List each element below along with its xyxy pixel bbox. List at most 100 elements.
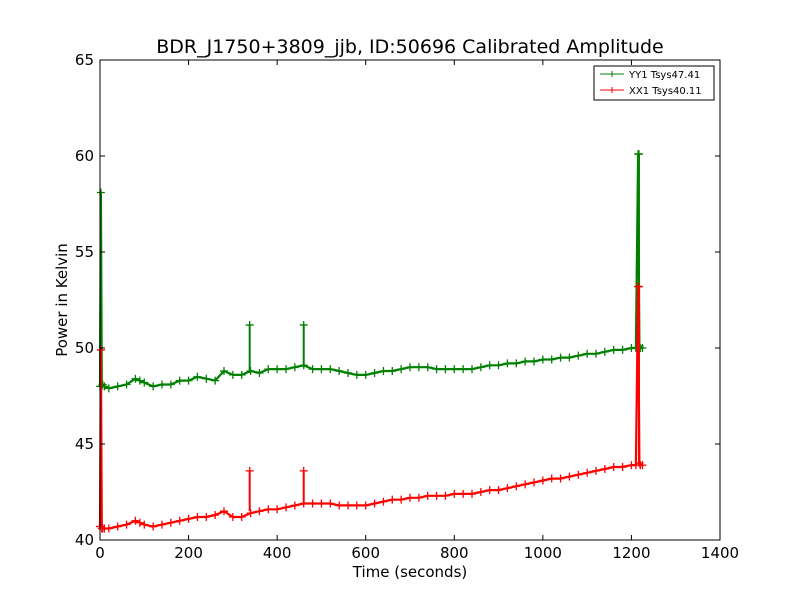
data-point-xx1-42 bbox=[423, 491, 432, 500]
data-point-yy1-1 bbox=[96, 188, 105, 197]
data-point-xx1-38 bbox=[388, 495, 397, 504]
y-tick-label-65: 65 bbox=[75, 51, 94, 69]
legend-marker-yy1 bbox=[609, 71, 615, 77]
data-point-xx1-18 bbox=[211, 511, 220, 520]
data-point-xx1-45 bbox=[450, 489, 459, 498]
spike-marker-yy1-0 bbox=[245, 320, 254, 329]
data-point-xx1-58 bbox=[565, 472, 574, 481]
data-point-yy1-42 bbox=[423, 363, 432, 372]
plot-series-layer bbox=[96, 150, 647, 533]
data-point-yy1-48 bbox=[476, 363, 485, 372]
data-point-xx1-19 bbox=[220, 507, 228, 516]
data-point-xx1-64 bbox=[618, 463, 627, 472]
data-point-xx1-59 bbox=[574, 470, 583, 479]
x-tick-label-200: 200 bbox=[174, 544, 203, 562]
x-tick-label-600: 600 bbox=[351, 544, 380, 562]
x-tick-label-1400: 1400 bbox=[701, 544, 739, 562]
y-tick-label-55: 55 bbox=[75, 243, 94, 261]
data-point-xx1-5 bbox=[104, 524, 113, 533]
data-point-xx1-44 bbox=[441, 491, 450, 500]
data-point-xx1-63 bbox=[609, 463, 618, 472]
data-point-xx1-56 bbox=[547, 474, 556, 483]
legend-entry-yy1: YY1 Tsys47.41 bbox=[600, 70, 700, 81]
data-point-yy1-34 bbox=[352, 370, 361, 379]
data-point-yy1-53 bbox=[521, 357, 530, 366]
data-point-yy1-62 bbox=[600, 347, 609, 356]
data-point-xx1-57 bbox=[556, 474, 565, 483]
data-point-yy1-43 bbox=[432, 365, 441, 374]
y-axis-label: Power in Kelvin bbox=[53, 243, 71, 357]
data-point-xx1-41 bbox=[414, 493, 423, 502]
data-point-xx1-31 bbox=[326, 499, 335, 508]
x-tick-label-400: 400 bbox=[263, 544, 292, 562]
data-point-yy1-35 bbox=[361, 370, 370, 379]
data-point-xx1-46 bbox=[459, 489, 468, 498]
data-point-yy1-29 bbox=[308, 365, 317, 374]
data-point-yy1-12 bbox=[158, 380, 166, 389]
data-point-xx1-40 bbox=[406, 493, 414, 502]
data-point-yy1-58 bbox=[565, 353, 574, 362]
data-point-xx1-37 bbox=[379, 497, 388, 506]
y-tick-label-40: 40 bbox=[75, 531, 94, 549]
spike-marker-xx1-3 bbox=[245, 466, 254, 475]
data-point-yy1-49 bbox=[485, 361, 494, 370]
data-point-yy1-32 bbox=[335, 367, 344, 376]
y-tick-label-60: 60 bbox=[75, 147, 94, 165]
data-point-xx1-39 bbox=[397, 495, 406, 504]
data-point-xx1-20 bbox=[228, 512, 237, 521]
data-point-xx1-8 bbox=[131, 516, 140, 525]
data-point-xx1-13 bbox=[166, 518, 175, 527]
data-point-xx1-53 bbox=[521, 480, 530, 489]
data-point-xx1-51 bbox=[503, 484, 512, 493]
data-point-xx1-47 bbox=[468, 489, 476, 498]
data-point-yy1-27 bbox=[290, 363, 299, 372]
data-point-yy1-17 bbox=[202, 374, 211, 383]
data-point-xx1-9 bbox=[135, 518, 144, 527]
data-point-yy1-47 bbox=[468, 365, 476, 374]
data-point-xx1-54 bbox=[530, 478, 538, 487]
data-point-yy1-50 bbox=[494, 361, 503, 370]
data-point-yy1-24 bbox=[264, 365, 273, 374]
data-point-yy1-26 bbox=[282, 365, 290, 374]
data-point-xx1-12 bbox=[158, 520, 166, 529]
data-point-xx1-1 bbox=[96, 345, 105, 354]
legend-entry-xx1: XX1 Tsys40.11 bbox=[600, 86, 702, 97]
axis-ticks-layer: 0 200 400 600 800 1000 1200 1400 40 45 50 55 60 65 bbox=[75, 51, 739, 562]
data-point-yy1-55 bbox=[538, 355, 547, 364]
data-point-xx1-6 bbox=[113, 522, 122, 531]
data-point-xx1-48 bbox=[476, 488, 485, 496]
data-point-yy1-45 bbox=[450, 365, 459, 374]
spike-marker-xx1-5 bbox=[634, 282, 643, 291]
data-point-yy1-8 bbox=[131, 374, 140, 383]
data-point-xx1-11 bbox=[149, 522, 158, 531]
data-point-yy1-57 bbox=[556, 353, 565, 362]
spike-marker-yy1-1 bbox=[299, 320, 308, 329]
data-point-xx1-15 bbox=[184, 514, 193, 523]
x-tick-label-800: 800 bbox=[440, 544, 469, 562]
data-point-yy1-54 bbox=[530, 357, 538, 366]
data-point-yy1-38 bbox=[388, 367, 397, 376]
data-point-xx1-24 bbox=[264, 505, 273, 514]
data-point-xx1-36 bbox=[370, 499, 379, 508]
data-point-xx1-55 bbox=[538, 476, 547, 485]
data-point-yy1-18 bbox=[211, 376, 220, 385]
data-point-yy1-56 bbox=[547, 355, 556, 364]
x-axis-label: Time (seconds) bbox=[352, 563, 468, 581]
legend-box bbox=[593, 65, 715, 101]
data-point-xx1-52 bbox=[512, 482, 521, 491]
data-point-xx1-16 bbox=[193, 512, 202, 521]
data-point-yy1-33 bbox=[344, 368, 352, 377]
data-point-xx1-10 bbox=[140, 520, 149, 529]
x-tick-label-0: 0 bbox=[95, 544, 105, 562]
data-point-yy1-10 bbox=[140, 378, 149, 387]
data-point-xx1-14 bbox=[175, 516, 184, 525]
data-point-yy1-5 bbox=[104, 384, 113, 393]
data-point-yy1-6 bbox=[113, 382, 122, 391]
data-point-yy1-25 bbox=[273, 365, 282, 374]
data-point-xx1-26 bbox=[282, 503, 290, 512]
data-point-yy1-59 bbox=[574, 351, 583, 360]
data-point-yy1-21 bbox=[237, 370, 246, 379]
data-point-xx1-7 bbox=[122, 520, 131, 529]
data-point-xx1-49 bbox=[485, 486, 494, 495]
